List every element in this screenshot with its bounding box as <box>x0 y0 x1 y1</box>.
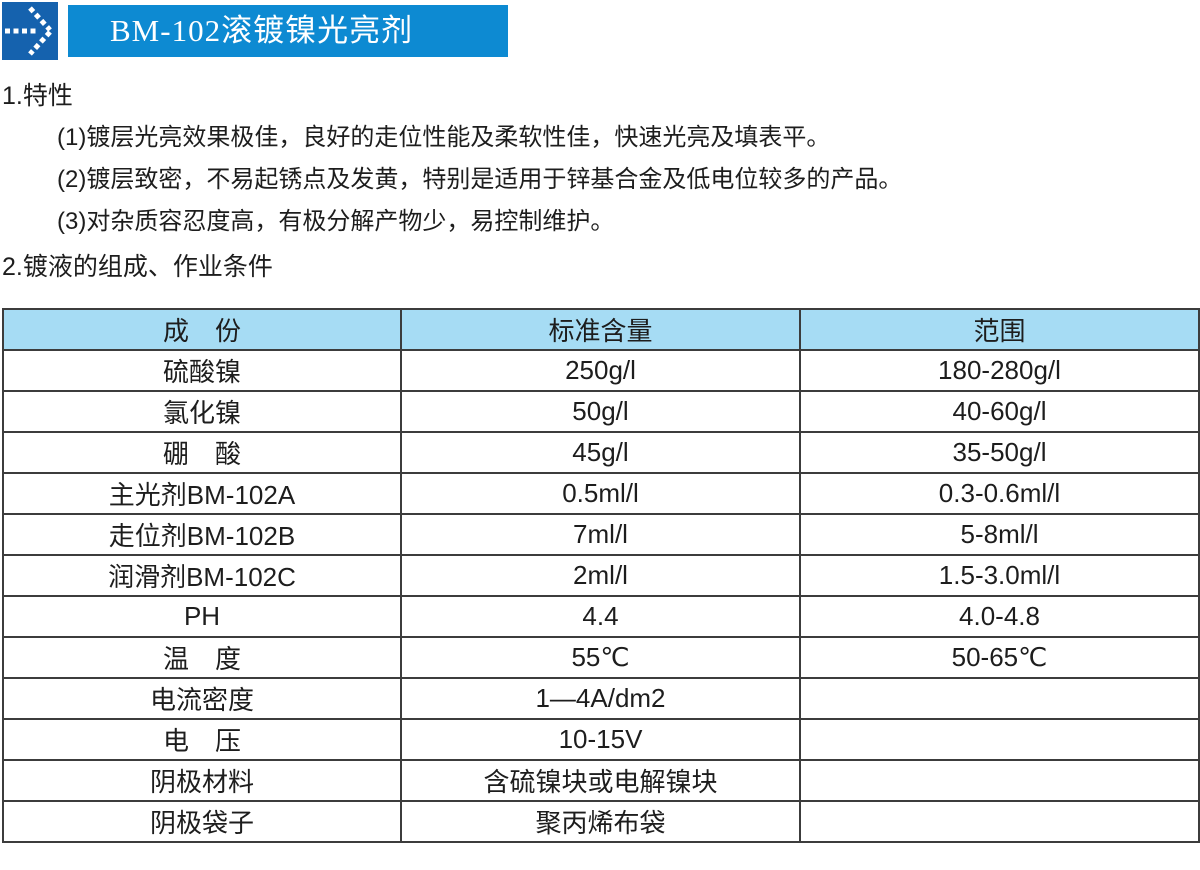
table-cell: 40-60g/l <box>799 390 1200 433</box>
table-cell: 35-50g/l <box>799 431 1200 474</box>
dotted-arrow-right-icon <box>5 6 52 56</box>
logo <box>2 2 58 60</box>
table-cell: 10-15V <box>400 718 801 761</box>
table-row: 阴极材料 含硫镍块或电解镍块 <box>2 759 1200 802</box>
table-cell: 硼 酸 <box>2 431 402 474</box>
table-cell: 走位剂BM-102B <box>2 513 402 556</box>
table-row: 氯化镍 50g/l 40-60g/l <box>2 390 1200 433</box>
table-cell: 润滑剂BM-102C <box>2 554 402 597</box>
table-cell <box>799 800 1200 843</box>
feature-item: (1)镀层光亮效果极佳，良好的走位性能及柔软性佳，快速光亮及填表平。 <box>57 124 831 151</box>
table-cell: 1.5-3.0ml/l <box>799 554 1200 597</box>
table-row: PH 4.4 4.0-4.8 <box>2 595 1200 638</box>
table-row: 温 度 55℃ 50-65℃ <box>2 636 1200 679</box>
feature-item: (3)对杂质容忍度高，有极分解产物少，易控制维护。 <box>57 208 615 235</box>
table-header-row: 成 份 标准含量 范围 <box>2 308 1200 351</box>
table-cell: PH <box>2 595 402 638</box>
table-cell <box>799 718 1200 761</box>
table-cell: 电流密度 <box>2 677 402 720</box>
table-cell: 氯化镍 <box>2 390 402 433</box>
table-cell: 温 度 <box>2 636 402 679</box>
table-cell: 电 压 <box>2 718 402 761</box>
table-cell: 4.0-4.8 <box>799 595 1200 638</box>
page-title: BM-102滚镀镍光亮剂 <box>110 13 414 48</box>
table-row: 硼 酸 45g/l 35-50g/l <box>2 431 1200 474</box>
table-cell: 主光剂BM-102A <box>2 472 402 515</box>
table-row: 硫酸镍 250g/l 180-280g/l <box>2 349 1200 392</box>
table-cell: 硫酸镍 <box>2 349 402 392</box>
section-composition-heading: 2.镀液的组成、作业条件 <box>2 253 273 281</box>
feature-item: (2)镀层致密，不易起锈点及发黄，特别是适用于锌基合金及低电位较多的产品。 <box>57 166 903 193</box>
table-row: 电流密度 1—4A/dm2 <box>2 677 1200 720</box>
table-cell: 7ml/l <box>400 513 801 556</box>
column-header-component: 成 份 <box>2 308 402 351</box>
feature-list: (1)镀层光亮效果极佳，良好的走位性能及柔软性佳，快速光亮及填表平。 (2)镀层… <box>0 117 1200 243</box>
table-row: 走位剂BM-102B 7ml/l 5-8ml/l <box>2 513 1200 556</box>
table-cell: 50-65℃ <box>799 636 1200 679</box>
table-cell: 1—4A/dm2 <box>400 677 801 720</box>
table-cell: 180-280g/l <box>799 349 1200 392</box>
composition-table: 成 份 标准含量 范围 硫酸镍 250g/l 180-280g/l 氯化镍 50g/l 4… <box>2 308 1200 843</box>
table-cell: 0.3-0.6ml/l <box>799 472 1200 515</box>
table-cell <box>799 677 1200 720</box>
header: BM-102滚镀镍光亮剂 <box>0 0 1200 62</box>
table-cell: 250g/l <box>400 349 801 392</box>
table-cell: 2ml/l <box>400 554 801 597</box>
table-row: 电 压 10-15V <box>2 718 1200 761</box>
table-cell: 55℃ <box>400 636 801 679</box>
table-row: 阴极袋子 聚丙烯布袋 <box>2 800 1200 843</box>
table-cell: 0.5ml/l <box>400 472 801 515</box>
table-cell: 45g/l <box>400 431 801 474</box>
table-cell: 阴极袋子 <box>2 800 402 843</box>
table-cell: 含硫镍块或电解镍块 <box>400 759 801 802</box>
table-cell <box>799 759 1200 802</box>
table-cell: 阴极材料 <box>2 759 402 802</box>
table-cell: 5-8ml/l <box>799 513 1200 556</box>
table-cell: 50g/l <box>400 390 801 433</box>
table-cell: 4.4 <box>400 595 801 638</box>
column-header-range: 范围 <box>799 308 1200 351</box>
table-row: 润滑剂BM-102C 2ml/l 1.5-3.0ml/l <box>2 554 1200 597</box>
section-features-heading: 1.特性 <box>2 82 73 110</box>
table-cell: 聚丙烯布袋 <box>400 800 801 843</box>
column-header-standard-content: 标准含量 <box>400 308 801 351</box>
title-banner: BM-102滚镀镍光亮剂 <box>68 5 508 57</box>
table-body: 硫酸镍 250g/l 180-280g/l 氯化镍 50g/l 40-60g/l 硼 酸 45… <box>2 349 1200 843</box>
table-row: 主光剂BM-102A 0.5ml/l 0.3-0.6ml/l <box>2 472 1200 515</box>
